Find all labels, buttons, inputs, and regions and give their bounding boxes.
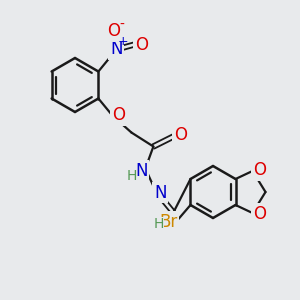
Text: O: O — [253, 161, 266, 179]
Text: O: O — [135, 35, 148, 53]
Text: +: + — [118, 35, 129, 48]
Text: O: O — [112, 106, 125, 124]
Text: Br: Br — [159, 213, 178, 231]
Text: -: - — [119, 17, 124, 32]
Text: N: N — [154, 184, 167, 202]
Text: N: N — [135, 161, 148, 179]
Text: N: N — [110, 40, 123, 58]
Text: H: H — [126, 169, 136, 184]
Text: H: H — [153, 218, 164, 232]
Text: O: O — [253, 205, 266, 223]
Text: O: O — [174, 127, 187, 145]
Text: O: O — [107, 22, 120, 40]
